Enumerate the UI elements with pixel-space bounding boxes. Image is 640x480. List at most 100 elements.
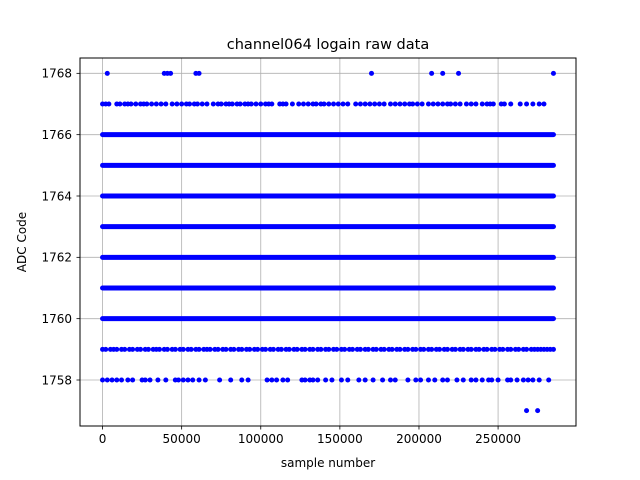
- y-tick-label: 1758: [41, 373, 72, 387]
- data-point: [468, 377, 474, 383]
- data-point: [421, 346, 427, 352]
- data-point: [508, 346, 514, 352]
- data-point: [389, 346, 395, 352]
- data-point: [104, 70, 110, 76]
- data-point: [468, 101, 474, 107]
- x-tick-label: 50000: [163, 432, 201, 446]
- data-point: [217, 377, 223, 383]
- data-point: [194, 101, 200, 107]
- data-point: [283, 101, 289, 107]
- dense-point-row: [100, 224, 556, 230]
- data-point: [516, 346, 522, 352]
- data-point: [492, 346, 498, 352]
- data-point: [106, 101, 112, 107]
- data-point: [253, 101, 259, 107]
- data-point: [315, 377, 321, 383]
- data-point: [125, 377, 131, 383]
- data-point: [270, 346, 276, 352]
- data-point: [517, 101, 523, 107]
- data-point: [489, 377, 495, 383]
- data-point: [457, 101, 463, 107]
- data-point: [418, 377, 424, 383]
- data-point: [419, 101, 425, 107]
- data-point: [536, 377, 542, 383]
- data-point: [387, 377, 393, 383]
- data-point: [425, 101, 431, 107]
- data-point: [248, 101, 254, 107]
- data-point: [536, 101, 542, 107]
- data-point: [501, 101, 507, 107]
- data-point: [508, 377, 514, 383]
- dense-point-row: [100, 162, 556, 168]
- y-tick-label: 1766: [41, 128, 72, 142]
- data-point: [541, 101, 547, 107]
- data-point: [410, 101, 416, 107]
- data-point: [479, 377, 485, 383]
- data-point: [392, 377, 398, 383]
- data-point: [138, 346, 144, 352]
- data-point: [228, 377, 234, 383]
- data-point: [157, 346, 163, 352]
- data-point: [223, 346, 229, 352]
- data-point: [158, 101, 164, 107]
- data-point: [334, 346, 340, 352]
- plot-area-background: [80, 58, 576, 426]
- x-tick-label: 0: [99, 432, 107, 446]
- data-point: [302, 346, 308, 352]
- data-point: [280, 377, 286, 383]
- data-point: [373, 346, 379, 352]
- x-tick-label: 250000: [475, 432, 521, 446]
- data-point: [365, 346, 371, 352]
- data-point: [476, 346, 482, 352]
- data-point: [318, 346, 324, 352]
- data-point: [387, 101, 393, 107]
- data-point: [425, 377, 431, 383]
- data-point: [153, 101, 159, 107]
- data-point: [263, 346, 269, 352]
- data-point: [484, 346, 490, 352]
- dense-point-row: [100, 316, 556, 322]
- data-point: [397, 101, 403, 107]
- data-point: [381, 346, 387, 352]
- data-point: [520, 377, 526, 383]
- data-point: [460, 377, 466, 383]
- data-point: [376, 101, 382, 107]
- data-point: [402, 101, 408, 107]
- data-point: [196, 377, 202, 383]
- data-point: [179, 101, 185, 107]
- data-point: [448, 101, 454, 107]
- data-point: [500, 346, 506, 352]
- data-point: [321, 101, 327, 107]
- data-point: [331, 101, 337, 107]
- data-point: [362, 377, 368, 383]
- data-point: [199, 101, 205, 107]
- data-point: [305, 101, 311, 107]
- data-point: [130, 346, 136, 352]
- data-point: [218, 101, 224, 107]
- y-tick-label: 1768: [41, 67, 72, 81]
- data-point: [429, 346, 435, 352]
- data-point: [269, 101, 275, 107]
- data-point: [357, 101, 363, 107]
- chart-title: channel064 logain raw data: [227, 37, 429, 53]
- data-point: [479, 101, 485, 107]
- data-point: [103, 346, 109, 352]
- y-tick-label: 1760: [41, 312, 72, 326]
- data-point: [524, 408, 530, 414]
- data-point: [180, 346, 186, 352]
- data-point: [440, 377, 446, 383]
- data-point: [174, 101, 180, 107]
- data-point: [239, 377, 245, 383]
- data-point: [508, 101, 514, 107]
- data-point: [380, 377, 386, 383]
- data-point: [269, 377, 275, 383]
- data-point: [114, 346, 120, 352]
- y-axis-label: ADC Code: [15, 212, 29, 272]
- data-point: [264, 377, 270, 383]
- data-point: [444, 377, 450, 383]
- data-point: [372, 101, 378, 107]
- data-point: [405, 377, 411, 383]
- data-point: [300, 101, 306, 107]
- data-point: [452, 101, 458, 107]
